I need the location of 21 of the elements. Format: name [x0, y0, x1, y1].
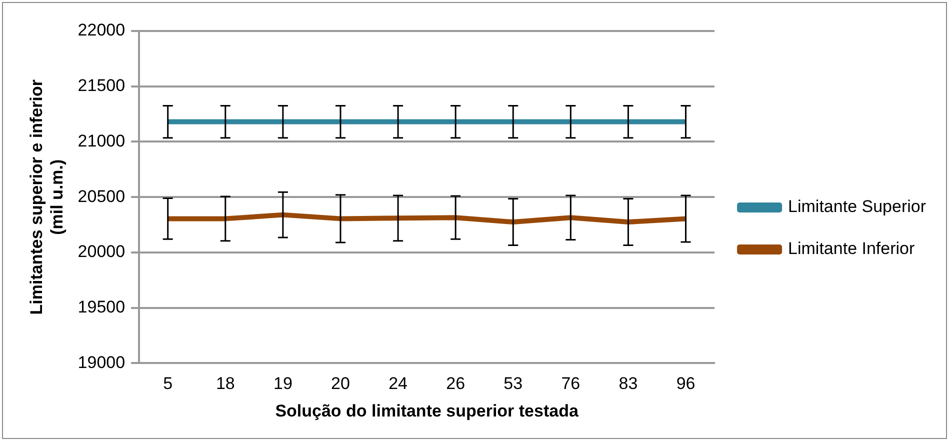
x-tick-label: 5 [163, 374, 173, 394]
y-tick-label: 20000 [78, 242, 126, 262]
y-axis-title: Limitantes superior e inferior (mil u.m.) [26, 79, 66, 315]
y-tick-label: 21500 [78, 76, 126, 96]
x-tick-label: 19 [273, 374, 292, 394]
y-tick-label: 21000 [78, 131, 126, 150]
x-tick-label: 76 [561, 374, 580, 394]
x-axis-title: Solução do limitante superior testada [275, 401, 579, 420]
x-tick-label: 53 [504, 374, 523, 394]
x-tick-label: 24 [388, 374, 408, 394]
x-tick-label: 26 [446, 374, 466, 394]
x-tick-label: 96 [676, 374, 696, 394]
y-tick-label: 19500 [78, 298, 126, 317]
x-tick-label: 20 [331, 374, 350, 394]
legend-label: Limitante Inferior [788, 239, 915, 258]
x-tick-label: 83 [618, 374, 638, 394]
y-tick-label: 20500 [78, 186, 126, 206]
legend-label: Limitante Superior [788, 197, 926, 216]
x-tick-label: 18 [216, 374, 235, 394]
y-tick-label: 19000 [78, 352, 126, 372]
y-tick-label: 22000 [78, 20, 126, 40]
